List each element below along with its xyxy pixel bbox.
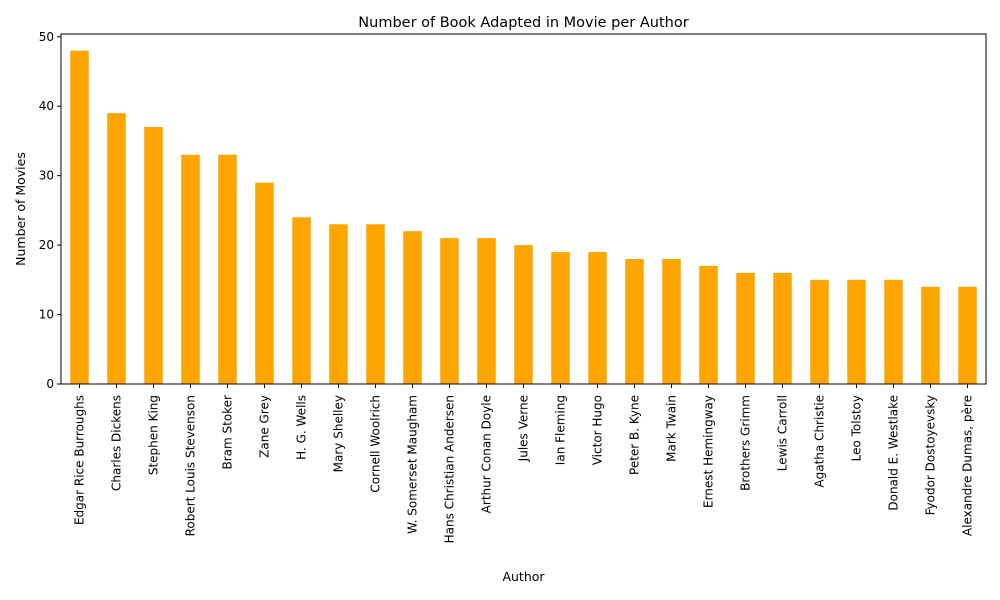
bar (255, 182, 274, 384)
x-tick-label: Fyodor Dostoyevsky (924, 395, 938, 515)
bar (773, 272, 792, 384)
x-tick-label: Mark Twain (665, 395, 679, 462)
x-tick-label: Peter B. Kyne (628, 395, 642, 475)
bar (625, 259, 644, 384)
bar (218, 154, 237, 384)
x-tick-label: Stephen King (147, 395, 161, 475)
x-tick-label: Charles Dickens (110, 395, 124, 491)
x-tick-label: W. Somerset Maugham (406, 395, 420, 534)
x-tick-label: Ernest Hemingway (702, 395, 716, 508)
x-tick-label: Cornell Woolrich (369, 395, 383, 493)
bar (736, 272, 755, 384)
plot-frame (60, 33, 987, 385)
x-tick-label: Lewis Carroll (776, 395, 790, 471)
y-tick-label: 40 (39, 99, 54, 113)
y-tick-label: 10 (39, 308, 54, 322)
chart-title: Number of Book Adapted in Movie per Auth… (358, 15, 688, 31)
bar (662, 259, 681, 384)
bar (440, 238, 459, 384)
y-tick-label: 30 (39, 169, 54, 183)
bar (107, 113, 126, 385)
x-tick-label: Bram Stoker (221, 395, 235, 470)
x-tick-label: Hans Christian Andersen (443, 395, 457, 543)
y-axis: 0 10 20 30 40 50 (39, 30, 61, 391)
bar (958, 286, 977, 384)
x-tick-label: Victor Hugo (591, 395, 605, 465)
bar (551, 252, 570, 384)
x-tick-label: Mary Shelley (332, 395, 346, 472)
y-tick-label: 0 (46, 377, 54, 391)
bar (366, 224, 385, 384)
x-tick-label: Jules Verne (517, 395, 531, 462)
x-axis-label: Author (502, 569, 545, 584)
y-axis-label: Number of Movies (13, 152, 28, 266)
y-tick-label: 50 (39, 30, 54, 44)
x-tick-label: Alexandre Dumas, père (961, 395, 975, 536)
bar (884, 279, 903, 384)
bar (403, 231, 422, 384)
x-tick-label: Leo Tolstoy (850, 395, 864, 461)
x-tick-label: Brothers Grimm (739, 395, 753, 491)
bar (292, 217, 311, 384)
bar (847, 279, 866, 384)
bar (699, 265, 718, 384)
bars-group (70, 50, 977, 385)
bar (181, 154, 200, 384)
x-tick-label: Zane Grey (258, 395, 272, 458)
x-tick-label: Edgar Rice Burroughs (73, 395, 87, 525)
x-tick-label: Donald E. Westlake (887, 395, 901, 511)
x-tick-label: Robert Louis Stevenson (184, 395, 198, 536)
bar (514, 245, 533, 384)
bar (477, 238, 496, 384)
bar (144, 127, 163, 385)
bar (329, 224, 348, 384)
bar (921, 286, 940, 384)
x-tick-label: H. G. Wells (295, 395, 309, 460)
x-axis: Edgar Rice Burroughs Charles Dickens Steph… (73, 384, 975, 543)
y-tick-label: 20 (39, 238, 54, 252)
x-tick-label: Arthur Conan Doyle (480, 395, 494, 513)
x-tick-label: Agatha Christie (813, 395, 827, 488)
x-tick-label: Ian Fleming (554, 395, 568, 465)
bar (810, 279, 829, 384)
bar (70, 50, 89, 385)
bar (588, 252, 607, 384)
